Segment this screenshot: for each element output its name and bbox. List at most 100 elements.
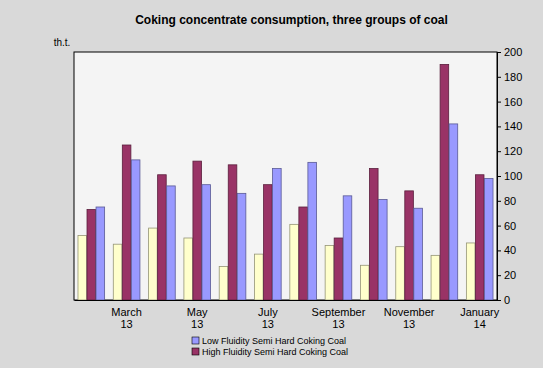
bar: [290, 224, 299, 300]
y-tick-mark: [497, 300, 501, 301]
x-tick-label: January14: [460, 306, 500, 330]
y-tick: 20: [497, 269, 516, 281]
bar: [369, 169, 378, 300]
x-tick-label: September13: [312, 306, 366, 330]
y-tick-mark: [497, 275, 501, 276]
bar: [325, 245, 334, 300]
legend-label: High Fluidity Semi Hard Coking Coal: [202, 347, 348, 357]
x-tick: March13: [111, 306, 142, 330]
x-tick-label: March13: [111, 306, 142, 330]
bar: [122, 145, 131, 300]
bar: [131, 160, 140, 300]
y-tick: 200: [497, 46, 522, 58]
y-axis-line: [498, 53, 502, 301]
bar: [78, 236, 87, 300]
x-tick-label: July13: [258, 306, 278, 330]
y-tick-mark: [497, 226, 501, 227]
x-tick-label-line: 14: [474, 318, 486, 330]
y-tick: 60: [497, 220, 516, 232]
x-axis: March13May13July13September13November13J…: [75, 301, 500, 331]
bar: [273, 169, 282, 300]
legend-item: High Fluidity Semi Hard Coking Coal: [192, 347, 348, 357]
bar: [87, 209, 96, 300]
bar: [228, 165, 237, 300]
bar: [113, 244, 122, 300]
x-tick-label-line: September: [312, 306, 366, 318]
bar: [219, 267, 228, 300]
bar: [414, 208, 423, 300]
y-tick-mark: [497, 151, 501, 152]
y-tick: 100: [497, 170, 522, 182]
x-axis-line: [75, 300, 498, 301]
y-tick: 180: [497, 71, 522, 83]
bar: [449, 124, 458, 300]
bar: [96, 207, 105, 300]
x-tick-label-line: March: [111, 306, 142, 318]
x-tick-label-line: 13: [262, 318, 274, 330]
x-tick: September13: [312, 306, 366, 330]
bar: [255, 254, 264, 300]
y-tick-label: 40: [504, 244, 516, 256]
chart-title: Coking concentrate consumption, three gr…: [135, 13, 448, 27]
y-axis-label: th.t.: [54, 37, 71, 48]
y-tick-label: 160: [504, 96, 522, 108]
x-tick-label-line: November: [384, 306, 435, 318]
bar: [299, 207, 308, 300]
bar: [396, 247, 405, 300]
bar: [167, 186, 176, 300]
bar: [202, 185, 211, 300]
y-axis: 0 20 40 60 80 100 120 140 160 180 200: [497, 46, 522, 306]
y-tick-mark: [497, 176, 501, 177]
bar: [308, 162, 317, 300]
y-tick-mark: [497, 102, 501, 103]
bar: [334, 238, 343, 300]
bar: [237, 193, 246, 300]
y-tick-label: 20: [504, 269, 516, 281]
x-tick-label-line: 13: [191, 318, 203, 330]
y-tick: 120: [497, 145, 522, 157]
y-tick-mark: [497, 201, 501, 202]
legend: Low Fluidity Semi Hard Coking CoalHigh F…: [192, 336, 348, 357]
y-tick-label: 120: [504, 145, 522, 157]
x-tick: November13: [384, 306, 435, 330]
y-tick-label: 100: [504, 170, 522, 182]
x-tick-label: May13: [187, 306, 208, 330]
bar: [484, 178, 493, 300]
y-tick-label: 60: [504, 220, 516, 232]
bar: [475, 175, 484, 300]
bar: [440, 64, 449, 300]
bar: [184, 238, 193, 300]
y-tick-label: 80: [504, 195, 516, 207]
x-tick: May13: [187, 306, 208, 330]
bar: [149, 228, 158, 300]
y-tick-label: 180: [504, 71, 522, 83]
bars: [78, 64, 493, 300]
y-tick-mark: [497, 126, 501, 127]
y-tick: 140: [497, 120, 522, 132]
x-tick: July13: [258, 306, 278, 330]
bar: [158, 175, 167, 300]
y-tick-mark: [497, 77, 501, 78]
bar: [264, 185, 273, 300]
y-tick-label: 140: [504, 120, 522, 132]
x-tick-label: November13: [384, 306, 435, 330]
y-tick-mark: [497, 250, 501, 251]
y-tick: 0: [497, 294, 510, 306]
y-tick-label: 200: [504, 46, 522, 58]
x-tick-label-line: January: [460, 306, 500, 318]
bar: [431, 255, 440, 300]
legend-item: Low Fluidity Semi Hard Coking Coal: [192, 336, 346, 346]
x-tick-label-line: July: [258, 306, 278, 318]
bar: [343, 196, 352, 300]
plot-area: [74, 52, 497, 300]
legend-label: Low Fluidity Semi Hard Coking Coal: [202, 336, 346, 346]
x-tick-label-line: May: [187, 306, 208, 318]
y-tick-mark: [497, 52, 501, 53]
x-tick-label-line: 13: [403, 318, 415, 330]
y-tick: 160: [497, 96, 522, 108]
x-tick-label-line: 13: [120, 318, 132, 330]
bar: [379, 200, 388, 300]
x-tick: January14: [460, 306, 500, 330]
bar: [466, 243, 475, 300]
legend-swatch: [192, 337, 199, 344]
